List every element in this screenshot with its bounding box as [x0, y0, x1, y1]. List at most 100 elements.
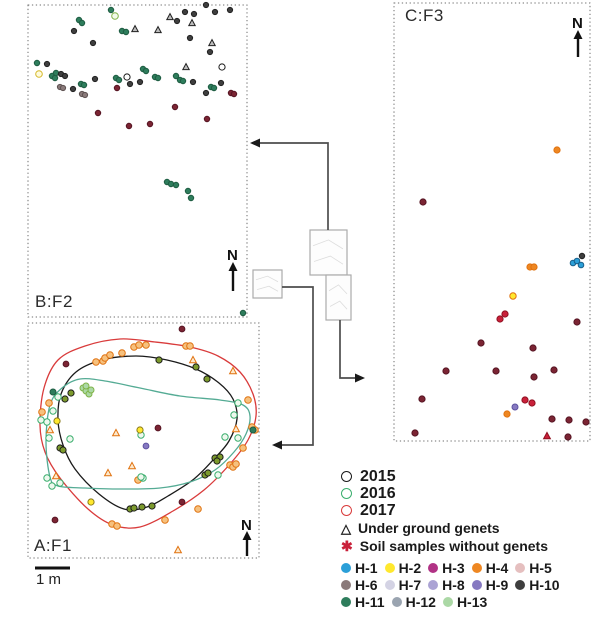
genet-h10-dots: [186, 34, 194, 42]
genet-h2-circles: [87, 498, 95, 506]
panel-label-a-f1: A:F1: [34, 536, 72, 555]
legend-item-label: H-2: [398, 559, 422, 576]
underground-triangles: [187, 18, 197, 27]
legend-item-h-5: H-5: [515, 560, 552, 576]
legend-item-label: H-8: [442, 576, 465, 593]
legend-year-label: 2016: [360, 484, 396, 502]
genet-h11-dots: [51, 74, 59, 82]
genet-2016-open-circles: [221, 433, 229, 441]
genet-h10-dots: [173, 17, 181, 25]
legend-h-row: H-11 H-12 H-13: [341, 593, 597, 610]
genet-h10-dots: [190, 10, 198, 18]
legend-item-label: H-10: [529, 576, 560, 593]
soil-maroon-dots: [565, 416, 573, 424]
genet-h4-open-circles: [38, 408, 46, 416]
legend-item-label: H-3: [442, 559, 465, 576]
north-arrow-head-3: [242, 531, 252, 540]
legend-item-label: H-9: [485, 576, 509, 593]
soil-maroon-dots: [51, 516, 59, 524]
genet-h10-dots: [43, 60, 51, 68]
genet-2016-open-circles: [234, 399, 242, 407]
underground-triangles-h4: [51, 471, 61, 480]
genet-h10-dots: [70, 27, 78, 35]
legend-item-h-9: H-9: [471, 576, 509, 593]
color-swatch-icon: [341, 596, 351, 607]
underground-triangle-icon: △: [341, 520, 351, 536]
soil-maroon-dots: [530, 373, 538, 381]
legend-item-label: H-1: [355, 559, 378, 576]
connector-line-3: [339, 320, 363, 379]
legend-marker-star: ✱ Soil samples without genets: [341, 537, 597, 555]
genet-h11-dots: [172, 72, 180, 80]
inset-map-1: [309, 229, 348, 276]
underground-triangles: [130, 24, 140, 33]
genet-h10-dots: [69, 85, 77, 93]
panel-border-c-f3: [393, 2, 591, 442]
genet-olive-2015-circles: [203, 375, 211, 383]
soil-maroon-dots: [419, 198, 427, 206]
year-ring-icon: [341, 488, 352, 499]
genet-2016-open-circles: [214, 471, 222, 479]
inset-map-2: [252, 269, 283, 299]
north-letter-b: N: [227, 247, 238, 264]
soil-maroon-dots: [477, 339, 485, 347]
legend-year-2017: 2017: [341, 502, 597, 519]
genet-2016-open-circles: [234, 434, 242, 442]
color-swatch-icon: [391, 596, 402, 607]
soil-maroon-dots: [564, 433, 572, 441]
panel-label-b-f2: B:F2: [35, 292, 73, 311]
genet-h10-dots: [202, 89, 210, 97]
genet-h11-dots: [115, 76, 123, 84]
inset-map-3: [325, 274, 352, 321]
genet-h4-open-circles: [232, 460, 240, 468]
genet-2016-open-circles: [49, 407, 57, 415]
legend-item-label: H-13: [456, 593, 488, 610]
open-2015-circles: [123, 73, 131, 81]
genet-h2-dot: [509, 292, 517, 300]
connector-arrowhead-2: [272, 440, 282, 450]
legend-item-label: H-12: [405, 593, 436, 610]
underground-triangles-h4: [228, 366, 238, 375]
genet-h11-dots: [239, 309, 247, 317]
legend-item-label: H-5: [529, 559, 552, 576]
scalebar-label: 1 m: [36, 571, 62, 588]
legend-item-label: H-6: [355, 576, 378, 593]
genet-h4-open-circles: [45, 399, 53, 407]
genet-h4-open-circles: [142, 341, 150, 349]
genet-2016-open-circles: [48, 482, 56, 490]
north-arrow-head-2: [573, 30, 583, 39]
north-letter-c: N: [572, 15, 583, 32]
inset-faint-detail: [256, 285, 279, 292]
genet-olive-2015-circles: [138, 503, 146, 511]
genet-h11-dots: [33, 59, 41, 67]
legend-year-label: 2017: [360, 501, 396, 519]
genet-h11-dots: [107, 6, 115, 14]
soil-maroon-dots: [582, 418, 590, 426]
crimson-dots: [528, 399, 536, 407]
legend-marker-label: Soil samples without genets: [359, 538, 548, 554]
genet-h10-dots: [202, 1, 210, 9]
color-swatch-icon: [428, 579, 439, 590]
genet-h4-dots: [553, 146, 561, 154]
inset-faint-detail: [328, 284, 348, 295]
soil-maroon-dots: [146, 120, 154, 128]
genet-olive-2015-circles: [61, 395, 69, 403]
underground-triangles-h4: [188, 355, 198, 364]
legend-year-label: 2015: [360, 467, 396, 485]
legend-h-colors: H-1 H-2 H-3 H-4 H-5 H-6 H-7 H-8 H-9 H-10 H-11 H-12 H…: [341, 559, 597, 610]
genet-h10-dots: [89, 39, 97, 47]
open-2015-circles: [218, 63, 226, 71]
genet-h10-dots: [226, 6, 234, 14]
genet-h10-dots: [61, 72, 69, 80]
genet-h4-open-circles: [118, 349, 126, 357]
connector-arrowhead-1: [250, 138, 260, 148]
soil-maroon-dots: [230, 90, 238, 98]
genet-h10-dots: [91, 75, 99, 83]
hull-2016: [45, 377, 251, 490]
legend-years: 2015 2016 2017: [341, 468, 597, 519]
genet-h4-dots: [530, 263, 538, 271]
soil-maroon-dots: [548, 415, 556, 423]
legend-markers: △ Under ground genets ✱ Soil samples withou…: [341, 519, 597, 555]
